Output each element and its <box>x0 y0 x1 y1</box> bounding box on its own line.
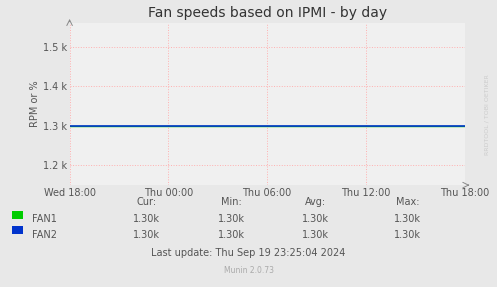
Text: Min:: Min: <box>221 197 242 207</box>
Text: 1.30k: 1.30k <box>218 230 245 240</box>
Text: 1.30k: 1.30k <box>394 214 421 224</box>
Text: Munin 2.0.73: Munin 2.0.73 <box>224 266 273 275</box>
Text: 1.30k: 1.30k <box>218 214 245 224</box>
Text: 1.30k: 1.30k <box>394 230 421 240</box>
Text: FAN1: FAN1 <box>32 214 57 224</box>
Text: Avg:: Avg: <box>305 197 326 207</box>
Text: 1.30k: 1.30k <box>133 214 160 224</box>
Text: Cur:: Cur: <box>137 197 157 207</box>
Text: 1.30k: 1.30k <box>302 230 329 240</box>
Text: 1.30k: 1.30k <box>133 230 160 240</box>
Text: Last update: Thu Sep 19 23:25:04 2024: Last update: Thu Sep 19 23:25:04 2024 <box>151 248 346 258</box>
Title: Fan speeds based on IPMI - by day: Fan speeds based on IPMI - by day <box>148 6 387 20</box>
Text: FAN2: FAN2 <box>32 230 57 240</box>
Text: Max:: Max: <box>396 197 419 207</box>
Text: 1.30k: 1.30k <box>302 214 329 224</box>
Text: RRDTOOL / TOBI OETIKER: RRDTOOL / TOBI OETIKER <box>485 74 490 155</box>
Y-axis label: RPM or %: RPM or % <box>30 81 40 127</box>
